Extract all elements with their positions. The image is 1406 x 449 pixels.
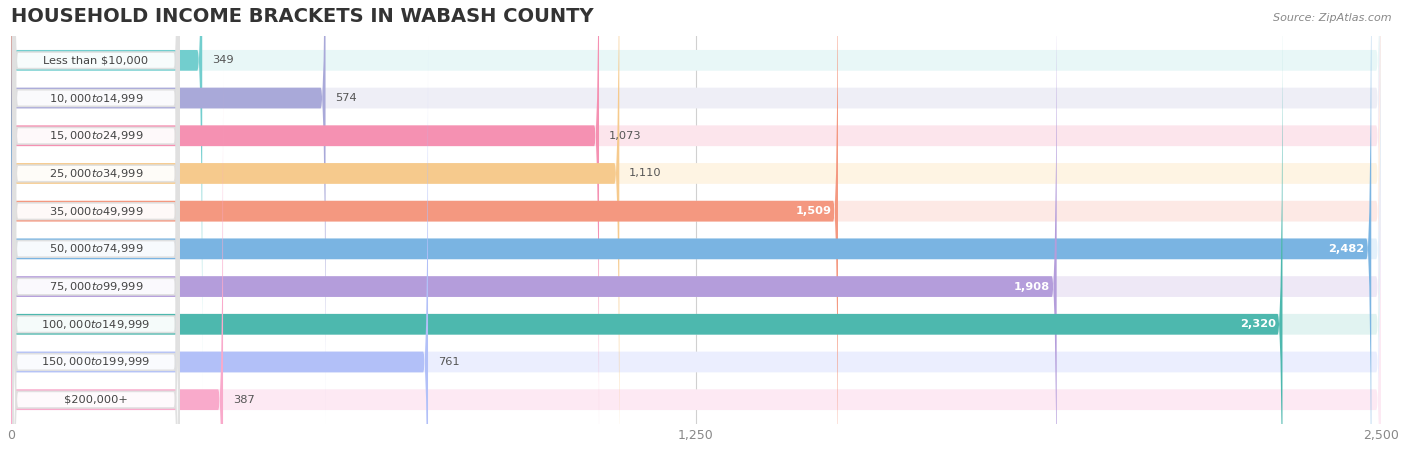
Text: $150,000 to $199,999: $150,000 to $199,999 bbox=[41, 356, 150, 369]
Text: 1,509: 1,509 bbox=[796, 206, 831, 216]
FancyBboxPatch shape bbox=[11, 0, 202, 389]
Text: 1,073: 1,073 bbox=[609, 131, 641, 141]
FancyBboxPatch shape bbox=[13, 0, 179, 392]
FancyBboxPatch shape bbox=[11, 70, 1381, 449]
Text: 1,110: 1,110 bbox=[628, 168, 662, 178]
FancyBboxPatch shape bbox=[11, 33, 1381, 449]
FancyBboxPatch shape bbox=[11, 0, 1282, 449]
Text: 2,482: 2,482 bbox=[1329, 244, 1365, 254]
Text: $100,000 to $149,999: $100,000 to $149,999 bbox=[41, 318, 150, 331]
Text: $10,000 to $14,999: $10,000 to $14,999 bbox=[49, 92, 143, 105]
Text: 761: 761 bbox=[437, 357, 460, 367]
FancyBboxPatch shape bbox=[11, 33, 427, 449]
FancyBboxPatch shape bbox=[13, 0, 179, 354]
FancyBboxPatch shape bbox=[11, 0, 1371, 449]
FancyBboxPatch shape bbox=[11, 0, 1057, 449]
Text: $75,000 to $99,999: $75,000 to $99,999 bbox=[49, 280, 143, 293]
FancyBboxPatch shape bbox=[13, 0, 179, 429]
Text: $200,000+: $200,000+ bbox=[65, 395, 128, 405]
Text: 387: 387 bbox=[233, 395, 254, 405]
FancyBboxPatch shape bbox=[11, 0, 1381, 449]
Text: $15,000 to $24,999: $15,000 to $24,999 bbox=[49, 129, 143, 142]
Text: 574: 574 bbox=[336, 93, 357, 103]
FancyBboxPatch shape bbox=[13, 106, 179, 449]
FancyBboxPatch shape bbox=[11, 0, 599, 449]
FancyBboxPatch shape bbox=[11, 0, 1381, 449]
FancyBboxPatch shape bbox=[13, 31, 179, 449]
FancyBboxPatch shape bbox=[13, 69, 179, 449]
FancyBboxPatch shape bbox=[11, 70, 224, 449]
FancyBboxPatch shape bbox=[13, 0, 179, 449]
Text: 349: 349 bbox=[212, 55, 233, 66]
FancyBboxPatch shape bbox=[11, 0, 1381, 389]
FancyBboxPatch shape bbox=[11, 0, 326, 427]
FancyBboxPatch shape bbox=[11, 0, 1381, 449]
FancyBboxPatch shape bbox=[11, 0, 1381, 449]
Text: $35,000 to $49,999: $35,000 to $49,999 bbox=[49, 205, 143, 218]
FancyBboxPatch shape bbox=[11, 0, 1381, 449]
FancyBboxPatch shape bbox=[11, 0, 1381, 427]
Text: HOUSEHOLD INCOME BRACKETS IN WABASH COUNTY: HOUSEHOLD INCOME BRACKETS IN WABASH COUN… bbox=[11, 7, 593, 26]
FancyBboxPatch shape bbox=[11, 0, 619, 449]
FancyBboxPatch shape bbox=[13, 0, 179, 449]
Text: Less than $10,000: Less than $10,000 bbox=[44, 55, 149, 66]
FancyBboxPatch shape bbox=[13, 0, 179, 449]
Text: 2,320: 2,320 bbox=[1240, 319, 1275, 329]
Text: 1,908: 1,908 bbox=[1014, 282, 1050, 291]
FancyBboxPatch shape bbox=[11, 0, 838, 449]
Text: $25,000 to $34,999: $25,000 to $34,999 bbox=[49, 167, 143, 180]
Text: $50,000 to $74,999: $50,000 to $74,999 bbox=[49, 242, 143, 255]
Text: Source: ZipAtlas.com: Source: ZipAtlas.com bbox=[1274, 13, 1392, 23]
FancyBboxPatch shape bbox=[13, 0, 179, 449]
FancyBboxPatch shape bbox=[11, 0, 1381, 449]
